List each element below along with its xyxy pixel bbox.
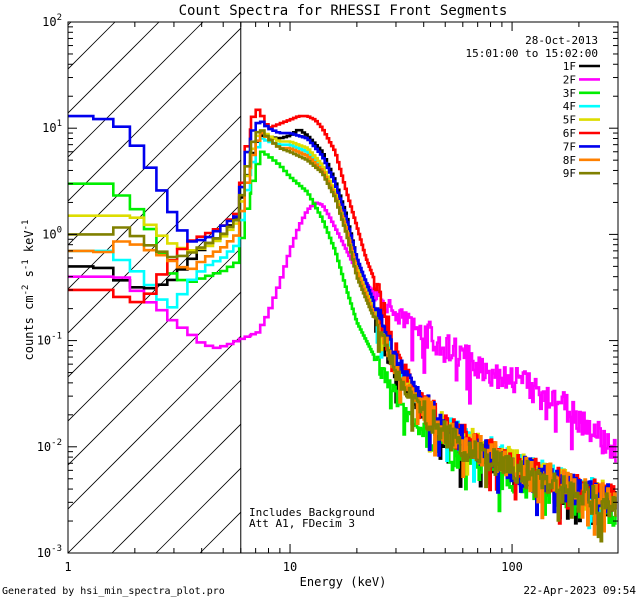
- hatch-line: [68, 22, 72, 26]
- hatch-line: [68, 22, 160, 114]
- chart-title: Count Spectra for RHESSI Front Segments: [179, 3, 508, 19]
- annotation-attenuator: Att A1, FDecim 3: [249, 517, 355, 530]
- series-5F: [68, 129, 617, 511]
- legend-label-4F: 4F: [563, 100, 576, 113]
- legend-label-3F: 3F: [563, 87, 576, 100]
- legend-label-7F: 7F: [563, 140, 576, 153]
- render-timestamp: 22-Apr-2023 09:54: [523, 584, 636, 597]
- hatch-line: [68, 71, 241, 246]
- annotation-background: Includes Background: [249, 506, 375, 519]
- y-label-base: counts cm: [22, 295, 36, 360]
- hatch-line: [68, 291, 241, 466]
- hatch-line: [68, 379, 241, 553]
- hatch-line: [68, 335, 241, 510]
- legend-label-5F: 5F: [563, 114, 576, 127]
- y-tick-label: 100: [42, 225, 62, 241]
- x-tick-label: 100: [501, 560, 523, 574]
- legend-label-1F: 1F: [563, 60, 576, 73]
- legend-label-2F: 2F: [563, 73, 576, 86]
- plot-frame: [67, 21, 619, 554]
- generator-credit: Generated by hsi_min_spectra_plot.pro: [2, 586, 225, 597]
- y-label-exp3: -1: [21, 220, 31, 231]
- y-tick-label: 102: [42, 13, 62, 29]
- hatch-line: [68, 159, 241, 334]
- legend-label-8F: 8F: [563, 154, 576, 167]
- y-label-mid: s: [22, 270, 36, 284]
- y-label-exp1: -2: [21, 285, 31, 296]
- hatch-line: [244, 22, 640, 553]
- series-layer: [68, 108, 617, 543]
- y-axis-label: counts cm-2 s-1 keV-1: [21, 220, 36, 361]
- legend-date: 28-Oct-2013: [525, 34, 598, 47]
- series-6F: [68, 108, 617, 525]
- legend-time-range: 15:01:00 to 15:02:00: [466, 47, 598, 60]
- y-tick-label: 10-2: [37, 438, 62, 454]
- y-tick-label: 10-1: [37, 332, 62, 348]
- hatch-line: [68, 22, 116, 70]
- legend-label-9F: 9F: [563, 167, 576, 180]
- hatch-line: [68, 115, 241, 290]
- y-axis: 10-3 10-2 10-1 100 101 102: [37, 13, 618, 560]
- series-2F: [68, 201, 617, 463]
- y-label-exp2: -1: [21, 259, 31, 270]
- x-axis: 1 10 100: [64, 22, 619, 574]
- y-tick-label: 101: [42, 119, 62, 135]
- y-label-end: keV: [22, 230, 36, 259]
- hatch-line: [68, 22, 204, 158]
- y-tick-label: 10-3: [37, 544, 62, 560]
- hatch-line: [68, 27, 241, 202]
- x-axis-label: Energy (keV): [300, 575, 387, 589]
- x-tick-label: 10: [283, 560, 297, 574]
- series-9F: [68, 129, 617, 543]
- hatch-line: [68, 247, 241, 422]
- x-tick-label: 1: [64, 560, 71, 574]
- hatch-line: [111, 423, 241, 553]
- legend-label-6F: 6F: [563, 127, 576, 140]
